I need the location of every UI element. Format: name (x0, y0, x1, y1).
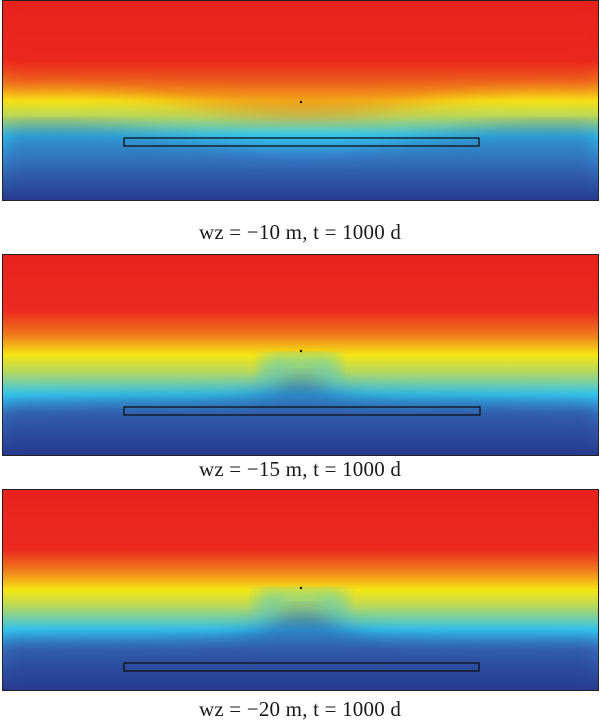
contour-plot-svg (3, 490, 598, 690)
source-point (299, 100, 303, 104)
caption-wz-10: wz = −10 m, t = 1000 d (198, 220, 402, 244)
contour-plot-wz-10 (2, 0, 599, 201)
source-point (299, 349, 303, 353)
caption-wz-15: wz = −15 m, t = 1000 d (198, 457, 402, 481)
well-outline (123, 662, 480, 672)
caption-wz-20: wz = −20 m, t = 1000 d (198, 697, 402, 721)
contour-plot-wz-20 (2, 489, 599, 691)
source-point (299, 586, 303, 590)
contour-plot-wz-15 (2, 254, 599, 456)
well-outline (123, 137, 480, 147)
contour-plot-svg (3, 1, 598, 200)
well-outline (123, 406, 481, 416)
contour-plot-svg (3, 255, 598, 455)
